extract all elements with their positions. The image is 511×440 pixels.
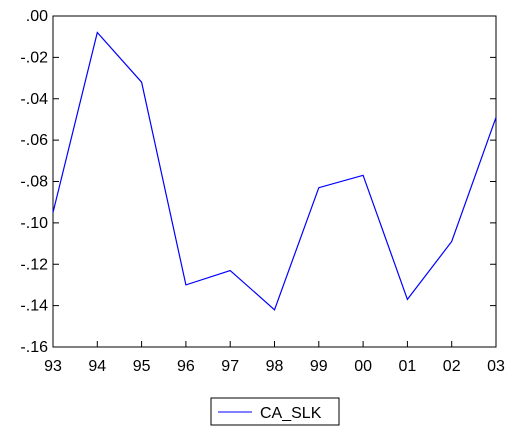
y-tick-label: -.12	[20, 256, 48, 273]
x-tick-label: 93	[44, 358, 62, 375]
series-line-ca_slk	[52, 31, 497, 311]
x-tick-label: 94	[88, 358, 106, 375]
y-tick-label: -.16	[20, 339, 48, 356]
x-tick-label: 00	[354, 358, 372, 375]
y-tick-label: -.14	[20, 298, 48, 315]
y-tick-label: .00	[26, 8, 48, 25]
x-tick-label: 95	[133, 358, 151, 375]
legend: CA_SLK	[210, 397, 340, 426]
x-tick-label: 96	[177, 358, 195, 375]
x-tick-label: 97	[221, 358, 239, 375]
legend-label: CA_SLK	[260, 405, 322, 422]
y-axis: .00 -.02 -.04 -.06 -.08 -.10 -.12 -.14 -.16	[20, 8, 496, 356]
y-tick-label: -.08	[20, 174, 48, 191]
x-tick-label: 02	[443, 358, 461, 375]
plot-frame	[52, 15, 497, 348]
x-tick-label: 01	[399, 358, 417, 375]
y-tick-label: -.04	[20, 91, 48, 108]
x-tick-label: 98	[266, 358, 284, 375]
series-layer	[52, 31, 497, 311]
x-tick-label: 03	[487, 358, 505, 375]
y-tick-label: -.06	[20, 132, 48, 149]
y-tick-label: -.02	[20, 49, 48, 66]
y-tick-label: -.10	[20, 215, 48, 232]
x-axis: 93 94 95 96 97 98 99 00 01 02 03	[44, 341, 505, 375]
x-tick-label: 99	[310, 358, 328, 375]
